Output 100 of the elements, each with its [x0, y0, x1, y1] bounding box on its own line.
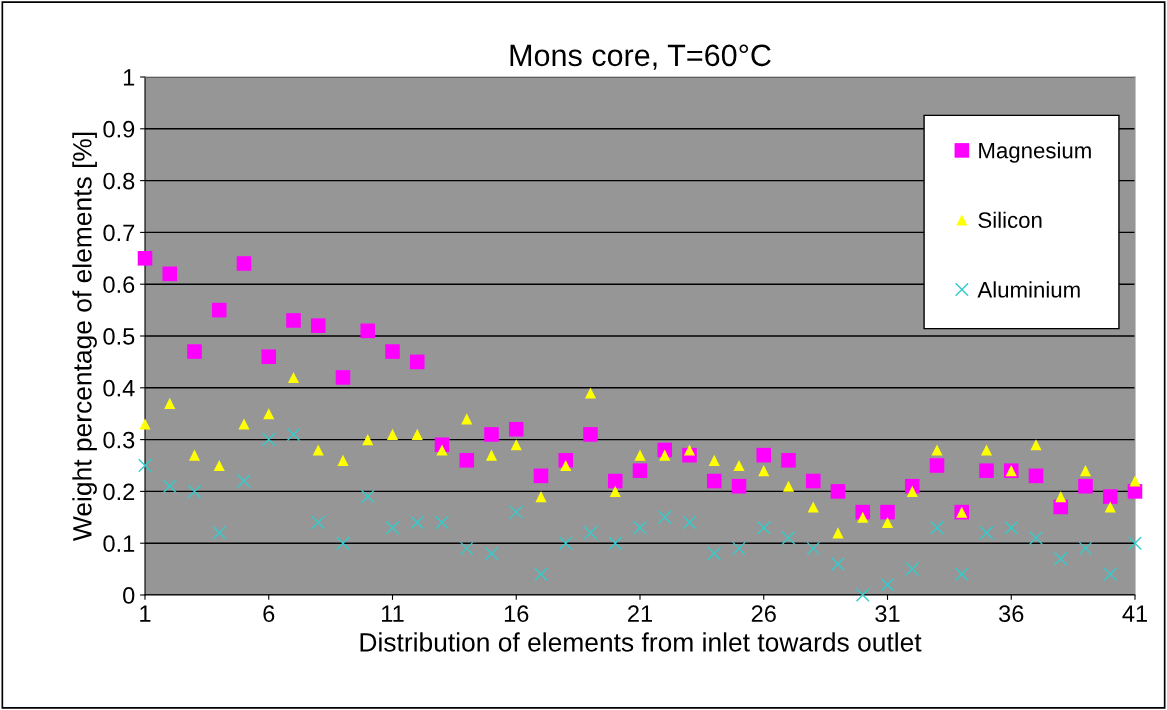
point	[1030, 439, 1042, 451]
point	[213, 459, 225, 472]
point	[261, 349, 277, 365]
point	[708, 454, 720, 466]
point	[261, 432, 276, 447]
point	[360, 489, 375, 504]
point	[484, 427, 499, 442]
point	[930, 520, 944, 535]
x-tick-label: 41	[1122, 605, 1147, 622]
point	[609, 485, 621, 497]
point	[881, 516, 894, 529]
point	[137, 251, 153, 266]
x-tick-label: 6	[263, 605, 275, 623]
point	[162, 266, 178, 282]
y-axis-title: Weight percentage of elements [%]	[72, 132, 97, 541]
point	[634, 449, 646, 461]
chart-title: Mons core, T=60°C	[510, 44, 771, 70]
point	[188, 449, 201, 461]
point	[138, 458, 152, 473]
point	[286, 313, 301, 328]
point	[558, 536, 573, 551]
x-tick-label: 21	[628, 605, 652, 622]
y-tick-label: 0.5	[103, 328, 135, 345]
point	[832, 527, 844, 539]
point	[187, 344, 202, 359]
point	[385, 520, 400, 535]
point	[435, 515, 449, 530]
point	[459, 541, 474, 556]
legend-label: Silicon	[978, 211, 1042, 229]
point	[1078, 541, 1093, 556]
point	[954, 567, 969, 582]
point	[1028, 468, 1044, 484]
point	[706, 473, 722, 489]
point	[1078, 478, 1093, 494]
x-tick-label: 1	[140, 605, 151, 622]
point	[682, 515, 697, 530]
point	[880, 504, 895, 520]
point	[1103, 567, 1118, 582]
point	[659, 449, 671, 461]
point	[733, 459, 745, 472]
point	[336, 536, 350, 551]
point	[929, 458, 945, 473]
x-axis-title: Distribution of elements from inlet towards outlet	[360, 632, 922, 652]
x-tick-label: 31	[875, 605, 900, 623]
y-tick-label: 0.7	[103, 224, 135, 242]
point	[211, 302, 227, 318]
point	[286, 427, 301, 442]
point	[162, 479, 177, 494]
point	[386, 428, 399, 440]
point	[337, 454, 349, 466]
legend-label: Magnesium	[979, 142, 1091, 163]
point	[1029, 531, 1043, 545]
x-tick-label: 36	[999, 605, 1024, 623]
point	[905, 562, 920, 577]
point	[139, 418, 151, 430]
point	[410, 515, 425, 530]
point	[782, 480, 795, 492]
point	[238, 418, 250, 430]
point	[979, 525, 994, 540]
point	[535, 491, 547, 503]
point	[657, 510, 672, 525]
point	[806, 541, 821, 556]
point	[508, 421, 524, 437]
point	[1102, 489, 1118, 504]
x-tick-label: 26	[751, 605, 776, 623]
point	[436, 444, 448, 456]
point	[533, 468, 549, 484]
point	[805, 473, 821, 489]
point	[335, 370, 351, 385]
point	[707, 546, 722, 561]
point	[534, 567, 548, 582]
point	[459, 453, 475, 468]
point	[979, 463, 994, 478]
y-tick-label: 1	[123, 69, 135, 86]
point	[362, 434, 374, 446]
point	[756, 447, 772, 463]
point	[830, 484, 846, 499]
point	[360, 323, 376, 339]
point	[1129, 475, 1141, 487]
y-tick-label: 0.6	[103, 276, 135, 293]
y-tick-label: 0.9	[103, 120, 135, 138]
point	[583, 525, 598, 540]
point	[731, 478, 747, 494]
point	[1055, 491, 1067, 503]
y-tick-label: 0.1	[103, 535, 135, 552]
y-tick-label: 0.4	[103, 379, 135, 397]
point	[1004, 520, 1019, 535]
point	[236, 256, 252, 271]
x-tick-label: 11	[382, 605, 404, 622]
point	[632, 463, 648, 478]
point	[633, 520, 647, 535]
y-tick-label: 0.8	[103, 172, 135, 190]
point	[906, 485, 918, 497]
point	[484, 546, 499, 561]
point	[509, 505, 524, 520]
point	[756, 520, 771, 535]
point	[980, 444, 993, 456]
point	[287, 371, 300, 383]
point	[1079, 465, 1092, 477]
point	[1128, 536, 1142, 551]
